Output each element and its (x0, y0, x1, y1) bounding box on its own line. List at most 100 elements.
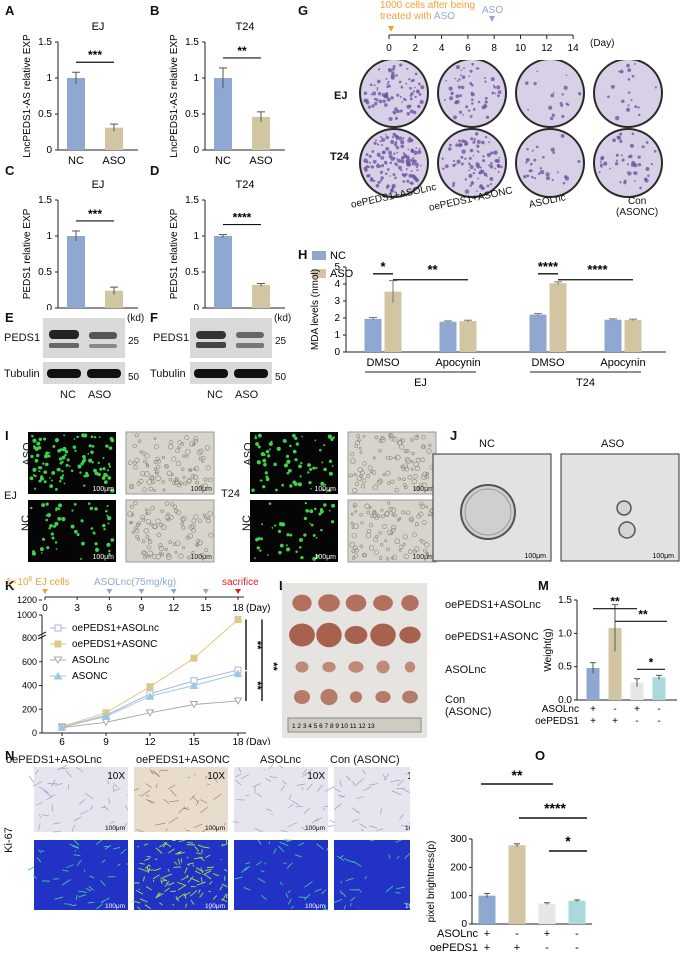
cell-outline (373, 537, 378, 543)
positive-cell (110, 488, 115, 493)
colony (476, 144, 480, 148)
bar-aso (459, 321, 477, 352)
colony (398, 136, 403, 141)
colony (385, 162, 388, 165)
stain-signal (163, 842, 172, 848)
tissue-fiber (391, 790, 402, 796)
positive-cell (46, 513, 51, 518)
tissue-fiber (160, 769, 169, 771)
colony (469, 69, 473, 73)
stain-signal (388, 854, 391, 859)
bar (630, 682, 644, 700)
stain-signal (69, 843, 79, 848)
colony (386, 97, 391, 102)
panel-label-j: J (450, 428, 458, 443)
positive-cell (82, 458, 87, 462)
colony (416, 166, 419, 169)
tissue-fiber (289, 793, 292, 801)
colony (411, 162, 415, 166)
tissue-fiber (357, 811, 361, 814)
colony (645, 167, 650, 171)
legend-marker (53, 656, 63, 664)
cell-outline (407, 475, 413, 480)
positive-cell (304, 502, 307, 505)
tissue-fiber (235, 779, 242, 786)
tissue-fiber (67, 783, 70, 790)
tissue-fiber (399, 814, 404, 820)
cell-outline (399, 444, 405, 450)
cell-outline (361, 478, 367, 483)
positive-cell (74, 529, 78, 534)
stain-signal (183, 891, 191, 897)
colony (484, 135, 488, 139)
positive-cell (315, 466, 318, 470)
tissue-fiber (155, 783, 158, 789)
colony (394, 142, 398, 146)
cell-outline (403, 466, 409, 472)
positive-cell (254, 557, 256, 560)
cell-outline (185, 535, 190, 540)
tissue-fiber (28, 775, 35, 783)
tissue-fiber (329, 819, 335, 823)
colony (380, 163, 385, 168)
cell-outline (380, 543, 384, 547)
colony (380, 136, 383, 139)
k-top-unit: (Day) (246, 603, 270, 614)
y-tick-label: 3 (334, 296, 340, 307)
colony (526, 174, 530, 178)
tissue-fiber (278, 765, 284, 769)
tissue-fiber (232, 821, 239, 823)
colony (626, 163, 629, 166)
cell-outline (354, 548, 359, 553)
cell-outline (150, 505, 155, 511)
k-injection-rest: EJ cells (32, 577, 69, 588)
tissue-fiber (114, 825, 118, 829)
y-tick-label: 1.5 (558, 595, 572, 606)
stain-signal (257, 877, 266, 884)
cell-outline (139, 450, 143, 454)
positive-cell (93, 532, 96, 535)
colony (464, 189, 470, 194)
colony (363, 91, 368, 95)
positive-cell (65, 463, 69, 467)
colony (469, 82, 473, 85)
tissue-fiber (303, 808, 310, 814)
tissue-fiber (339, 780, 342, 788)
colony (409, 97, 413, 101)
tissue-fiber (192, 796, 199, 803)
positive-cell (275, 488, 278, 492)
y-tick-label: 0 (461, 919, 467, 930)
sig-mark: *** (88, 48, 102, 62)
colony (536, 70, 539, 73)
cell-outline (358, 446, 362, 450)
stain-signal (71, 904, 77, 907)
cell-outline (351, 532, 357, 539)
y-tick-label: 0.5 (558, 662, 572, 673)
y-axis-label: PEDS1 relative EXP (22, 208, 33, 299)
positive-cell (40, 552, 43, 554)
colony (563, 85, 568, 90)
positive-cell (289, 533, 293, 537)
cell-outline (368, 545, 375, 551)
k-aso-arrow (202, 589, 209, 594)
panel-j: NC ASO 100μm 100μm (430, 430, 685, 565)
g-plates (359, 60, 663, 198)
colony (618, 70, 620, 73)
cell-outline (168, 540, 172, 544)
cell-outline (156, 532, 162, 538)
g-col-4: Con (ASONC) (616, 196, 658, 218)
colony (391, 136, 394, 139)
stain-signal (340, 880, 343, 884)
stain-signal (83, 869, 86, 873)
tissue-fiber (193, 823, 203, 828)
colony (392, 173, 396, 177)
stain-signal (167, 868, 170, 872)
colony (454, 163, 457, 166)
tissue-fiber (65, 770, 72, 778)
cell-outline (172, 481, 177, 485)
colony (552, 151, 555, 155)
data-point (145, 709, 155, 717)
cell-outline (365, 473, 370, 478)
positive-cell (49, 523, 53, 528)
colony (621, 158, 625, 162)
